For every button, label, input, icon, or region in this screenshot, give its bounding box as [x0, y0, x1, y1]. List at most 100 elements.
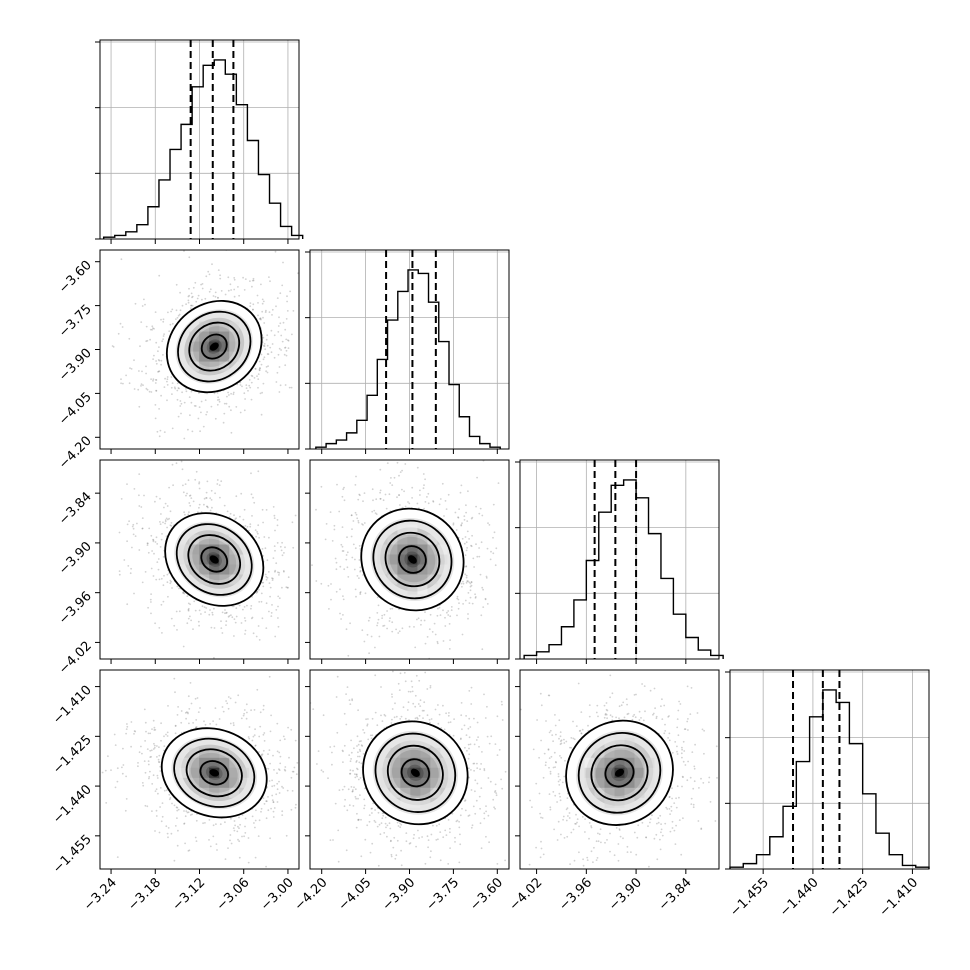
- scatter-point: [157, 761, 160, 763]
- scatter-point: [122, 764, 125, 766]
- scatter-point: [218, 484, 221, 486]
- scatter-point: [349, 622, 351, 625]
- scatter-point: [405, 840, 408, 843]
- scatter-point: [209, 723, 212, 725]
- scatter-point: [200, 400, 203, 403]
- scatter-point: [343, 712, 346, 715]
- scatter-point: [233, 288, 236, 291]
- scatter-point: [229, 512, 232, 515]
- scatter-point: [143, 760, 146, 762]
- density-cell: [229, 331, 240, 342]
- scatter-point: [250, 493, 253, 496]
- scatter-point: [459, 843, 462, 846]
- scatter-point: [464, 809, 467, 812]
- scatter-point: [158, 761, 161, 764]
- scatter-point: [166, 581, 169, 584]
- scatter-point: [226, 660, 228, 662]
- scatter-point: [469, 596, 472, 599]
- scatter-point: [493, 531, 496, 534]
- scatter-point: [486, 735, 489, 738]
- scatter-point: [187, 811, 190, 814]
- scatter-point: [480, 541, 483, 544]
- scatter-point: [279, 545, 282, 548]
- scatter-point: [290, 776, 293, 779]
- scatter-point: [383, 832, 386, 834]
- scatter-point: [151, 810, 153, 812]
- scatter-point: [458, 820, 460, 823]
- scatter-point: [154, 417, 157, 420]
- scatter-point: [452, 666, 454, 668]
- scatter-point: [412, 837, 415, 840]
- scatter-point: [448, 712, 450, 714]
- scatter-point: [442, 836, 445, 839]
- density-cell: [189, 767, 200, 778]
- scatter-point: [395, 854, 398, 857]
- scatter-point: [204, 723, 207, 726]
- scatter-point: [265, 338, 268, 341]
- scatter-point: [376, 622, 379, 624]
- histogram-bars: [523, 479, 724, 659]
- scatter-point: [206, 411, 209, 413]
- scatter-point: [469, 726, 472, 728]
- scatter-point: [203, 720, 205, 723]
- density-cell: [199, 351, 210, 362]
- scatter-point: [358, 577, 360, 579]
- scatter-point: [266, 559, 269, 562]
- scatter-point: [195, 726, 197, 729]
- scatter-point: [273, 769, 275, 771]
- scatter-point: [153, 746, 156, 749]
- density-cell: [390, 787, 401, 798]
- scatter-point: [254, 529, 257, 531]
- scatter-point: [548, 793, 551, 795]
- scatter-point: [460, 524, 463, 526]
- scatter-point: [273, 517, 276, 519]
- scatter-point: [285, 834, 288, 837]
- scatter-point: [260, 753, 263, 756]
- scatter-point: [254, 728, 256, 731]
- scatter-point: [175, 462, 178, 465]
- scatter-point: [260, 754, 263, 757]
- scatter-point: [349, 769, 352, 772]
- scatter-point: [287, 726, 289, 729]
- scatter-point: [465, 576, 468, 579]
- scatter-point: [114, 786, 117, 789]
- scatter-point: [444, 829, 447, 832]
- density-cell: [410, 797, 421, 808]
- scatter-point: [166, 526, 169, 529]
- scatter-point: [391, 621, 394, 624]
- scatter-point: [354, 796, 357, 798]
- density-cell: [420, 797, 431, 808]
- scatter-point: [251, 279, 254, 282]
- scatter-point: [442, 640, 445, 642]
- scatter-point: [208, 613, 211, 616]
- scatter-point: [157, 371, 159, 373]
- scatter-point: [116, 767, 119, 770]
- density-cell: [440, 777, 451, 788]
- scatter-point: [349, 703, 352, 705]
- scatter-point: [178, 587, 180, 590]
- scatter-point: [146, 748, 149, 750]
- scatter-point: [202, 822, 205, 825]
- scatter-point: [144, 740, 147, 742]
- scatter-point: [164, 377, 167, 380]
- scatter-point: [397, 825, 400, 827]
- scatter-point: [160, 538, 163, 541]
- scatter-point: [170, 376, 173, 378]
- contour-1: [173, 737, 256, 808]
- scatter-point: [464, 799, 467, 802]
- scatter-point: [269, 837, 271, 840]
- scatter-point: [149, 732, 152, 735]
- scatter-point: [422, 473, 425, 475]
- scatter-point: [233, 277, 236, 279]
- scatter-point: [388, 620, 391, 622]
- scatter-point: [287, 347, 290, 349]
- scatter-point: [171, 322, 174, 325]
- scatter-point: [408, 625, 411, 628]
- scatter-point: [485, 810, 487, 813]
- scatter-point: [265, 865, 267, 868]
- scatter-point: [139, 345, 141, 348]
- scatter-point: [301, 547, 303, 549]
- scatter-point: [301, 368, 303, 370]
- scatter-point: [348, 804, 351, 807]
- scatter-point: [307, 516, 309, 518]
